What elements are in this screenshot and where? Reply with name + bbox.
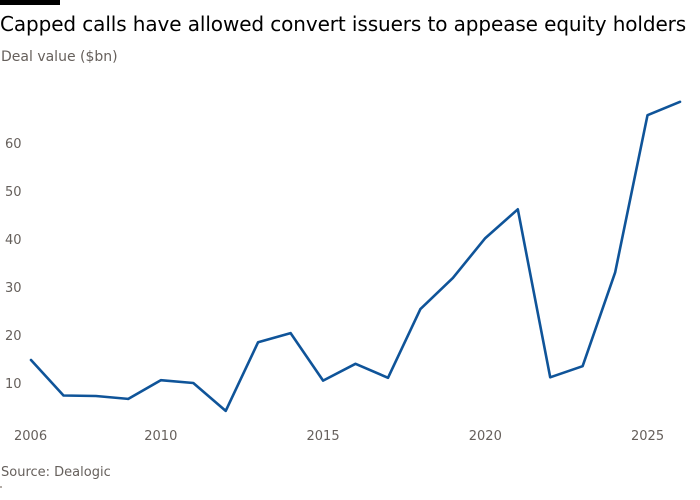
y-tick-label: 50 xyxy=(5,185,22,200)
x-tick-label: 2010 xyxy=(144,429,177,444)
x-tick-label: 2020 xyxy=(469,429,502,444)
x-tick-label: 2006 xyxy=(14,429,47,444)
series-line xyxy=(29,100,682,413)
chart-subtitle: Deal value ($bn) xyxy=(1,49,118,65)
y-tick-label: 30 xyxy=(5,281,22,296)
chart-title: Capped calls have allowed convert issuer… xyxy=(0,12,687,36)
y-tick-label: 40 xyxy=(5,233,22,248)
brand-bar xyxy=(0,0,60,5)
y-tick-label: 10 xyxy=(5,377,22,392)
y-axis-ticks: 10 20 30 40 50 60 xyxy=(5,137,22,392)
y-tick-label: 20 xyxy=(5,329,22,344)
x-axis-ticks: 2006 2010 2015 2020 2025 xyxy=(14,429,664,444)
y-tick-label: 60 xyxy=(5,137,22,152)
footer-mark xyxy=(0,486,2,488)
x-tick-label: 2025 xyxy=(631,429,664,444)
chart-source: Source: Dealogic xyxy=(1,465,111,480)
series-group xyxy=(29,100,682,413)
x-tick-label: 2015 xyxy=(307,429,340,444)
